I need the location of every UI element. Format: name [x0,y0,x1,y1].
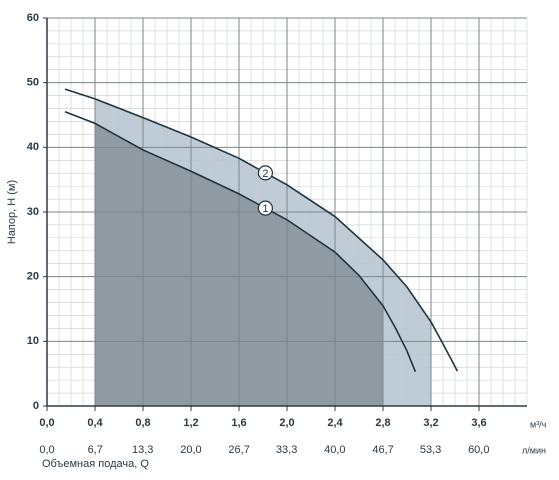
y-tick-label: 20 [27,271,39,283]
y-tick-label: 0 [33,400,39,412]
y-tick-label: 10 [27,335,39,347]
x2-tick-label: 20,0 [180,444,201,456]
x-tick-label: 0,4 [87,417,103,429]
x2-tick-label: 40,0 [324,444,345,456]
legend-label: 2 [262,168,268,180]
x-tick-label: 1,2 [183,417,198,429]
y-axis-label: Напор, H (м) [6,180,18,244]
x-tick-label: 0,8 [135,417,150,429]
x-tick-label: 3,2 [423,417,438,429]
x2-unit: л/мин [522,445,546,455]
y-tick-label: 50 [27,77,39,89]
curve [64,111,417,373]
x2-tick-label: 53,3 [420,444,441,456]
x-axis-label: Объемная подача, Q [42,458,149,470]
y-tick-label: 30 [27,206,39,218]
x2-tick-label: 46,7 [372,444,393,456]
plot-layer [46,17,528,407]
x-unit: м³/ч [530,419,547,429]
curve-label-circle [257,200,273,216]
x-tick-label: 2,4 [327,417,343,429]
curve-label-circle [257,165,273,181]
x-tick-label: 3,6 [471,417,486,429]
x2-tick-label: 60,0 [468,444,489,456]
x2-tick-label: 26,7 [228,444,249,456]
legend-label: 1 [262,203,268,215]
x-tick-label: 0,0 [39,417,54,429]
y-tick-label: 40 [27,141,39,153]
x-tick-label: 2,8 [375,417,390,429]
y-tick-label: 60 [27,12,39,24]
x2-tick-label: 6,7 [88,444,103,456]
x2-tick-label: 0,0 [39,444,54,456]
x2-tick-label: 33,3 [276,444,297,456]
x-tick-label: 2,0 [279,417,294,429]
x-tick-label: 1,6 [231,417,246,429]
x2-tick-label: 13,3 [132,444,153,456]
curve [64,88,459,372]
